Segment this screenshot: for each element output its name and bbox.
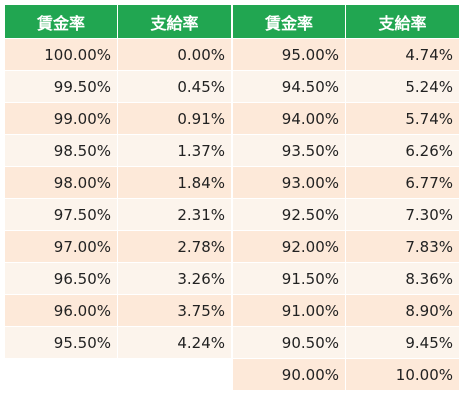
- wage-rate-cell: 92.00%: [232, 230, 346, 263]
- table-row: 91.50% 8.36%: [232, 262, 460, 295]
- table-row: 93.50% 6.26%: [232, 134, 460, 167]
- payment-rate-cell: 2.78%: [117, 230, 232, 263]
- header-wage-rate: 賃金率: [4, 4, 118, 39]
- wage-rate-cell: 90.50%: [232, 326, 346, 359]
- table-row: 99.50% 0.45%: [4, 70, 232, 103]
- table-row: 99.00% 0.91%: [4, 102, 232, 135]
- header-row: 賃金率 支給率: [232, 4, 460, 39]
- payment-rate-cell: 5.74%: [345, 102, 460, 135]
- wage-rate-cell: 100.00%: [4, 38, 118, 71]
- wage-rate-cell: 95.00%: [232, 38, 346, 71]
- payment-rate-cell: 10.00%: [345, 358, 460, 391]
- wage-rate-cell: 94.50%: [232, 70, 346, 103]
- table-row: 90.00% 10.00%: [232, 358, 460, 391]
- wage-rate-cell: 91.50%: [232, 262, 346, 295]
- payment-rate-cell: 1.37%: [117, 134, 232, 167]
- payment-rate-cell: 0.91%: [117, 102, 232, 135]
- payment-rate-cell: 6.77%: [345, 166, 460, 199]
- wage-rate-cell: 96.00%: [4, 294, 118, 327]
- header-payment-rate: 支給率: [117, 4, 232, 39]
- table-row: 90.50% 9.45%: [232, 326, 460, 359]
- wage-rate-cell: 91.00%: [232, 294, 346, 327]
- payment-rate-cell: 5.24%: [345, 70, 460, 103]
- wage-rate-cell: 96.50%: [4, 262, 118, 295]
- table-row: 98.00% 1.84%: [4, 166, 232, 199]
- payment-rate-cell: 3.75%: [117, 294, 232, 327]
- wage-rate-cell: 92.50%: [232, 198, 346, 231]
- table-row: 98.50% 1.37%: [4, 134, 232, 167]
- table-row: 97.00% 2.78%: [4, 230, 232, 263]
- table-row: 93.00% 6.77%: [232, 166, 460, 199]
- payment-rate-cell: 9.45%: [345, 326, 460, 359]
- header-wage-rate: 賃金率: [232, 4, 346, 39]
- table-row: 91.00% 8.90%: [232, 294, 460, 327]
- payment-rate-cell: 4.24%: [117, 326, 232, 359]
- wage-rate-cell: 99.00%: [4, 102, 118, 135]
- wage-rate-cell: 94.00%: [232, 102, 346, 135]
- table-row: 94.00% 5.74%: [232, 102, 460, 135]
- wage-rate-cell: 90.00%: [232, 358, 346, 391]
- payment-rate-cell: 8.36%: [345, 262, 460, 295]
- wage-rate-cell: 97.00%: [4, 230, 118, 263]
- table-row: 94.50% 5.24%: [232, 70, 460, 103]
- table-row: 100.00% 0.00%: [4, 38, 232, 71]
- wage-rate-cell: 98.50%: [4, 134, 118, 167]
- payment-rate-cell: 8.90%: [345, 294, 460, 327]
- payment-rate-cell: 6.26%: [345, 134, 460, 167]
- wage-rate-cell: 95.50%: [4, 326, 118, 359]
- wage-rate-cell: 97.50%: [4, 198, 118, 231]
- payment-rate-cell: 2.31%: [117, 198, 232, 231]
- wage-rate-cell: 93.00%: [232, 166, 346, 199]
- payment-rate-cell: 7.30%: [345, 198, 460, 231]
- payment-rate-cell: 1.84%: [117, 166, 232, 199]
- header-payment-rate: 支給率: [345, 4, 460, 39]
- table-row: 92.00% 7.83%: [232, 230, 460, 263]
- table-row: 97.50% 2.31%: [4, 198, 232, 231]
- header-row: 賃金率 支給率: [4, 4, 232, 39]
- rate-table-right: 賃金率 支給率 95.00% 4.74% 94.50% 5.24% 94.00% 5.74…: [232, 4, 460, 391]
- table-row: 96.00% 3.75%: [4, 294, 232, 327]
- wage-rate-cell: 93.50%: [232, 134, 346, 167]
- payment-rate-cell: 0.45%: [117, 70, 232, 103]
- payment-rate-cell: 3.26%: [117, 262, 232, 295]
- payment-rate-cell: 4.74%: [345, 38, 460, 71]
- wage-rate-cell: 99.50%: [4, 70, 118, 103]
- rate-table-left: 賃金率 支給率 100.00% 0.00% 99.50% 0.45% 99.00% 0.9…: [4, 4, 232, 359]
- table-row: 92.50% 7.30%: [232, 198, 460, 231]
- payment-rate-cell: 0.00%: [117, 38, 232, 71]
- wage-rate-cell: 98.00%: [4, 166, 118, 199]
- table-row: 95.50% 4.24%: [4, 326, 232, 359]
- table-row: 96.50% 3.26%: [4, 262, 232, 295]
- payment-rate-cell: 7.83%: [345, 230, 460, 263]
- table-row: 95.00% 4.74%: [232, 38, 460, 71]
